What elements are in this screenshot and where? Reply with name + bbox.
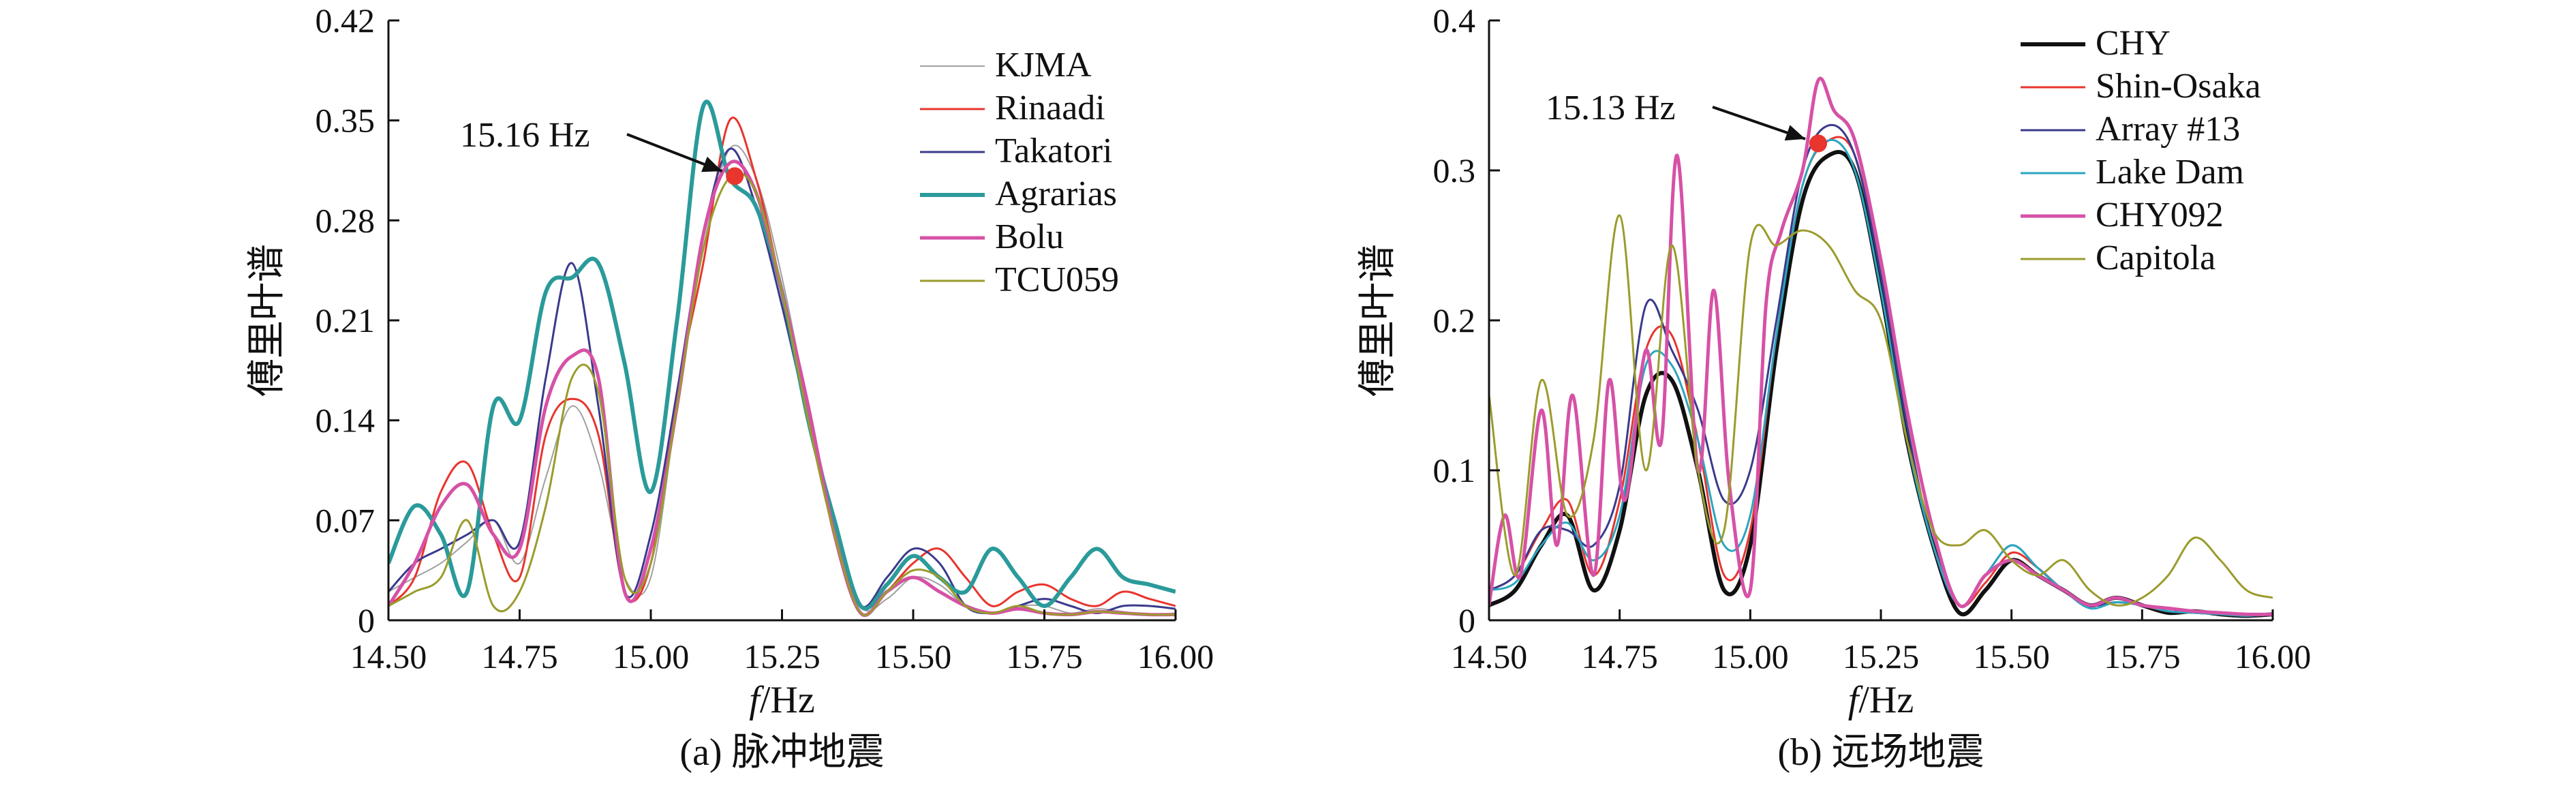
y-tick-label: 0.1	[1433, 451, 1476, 489]
y-tick-label: 0	[358, 601, 375, 639]
legend-label: Bolu	[995, 217, 1064, 256]
y-tick-label: 0.14	[316, 401, 375, 440]
legend-label: TCU059	[995, 260, 1119, 299]
x-tick-label: 14.50	[350, 637, 427, 675]
x-tick-label: 16.00	[2235, 637, 2312, 675]
x-tick-label: 14.75	[1581, 637, 1658, 675]
legend-label: Takatori	[995, 132, 1113, 170]
series-line-tcu059	[388, 172, 1176, 616]
plot-area	[388, 100, 1176, 617]
legend-label: Array #13	[2096, 110, 2240, 149]
series-line-capitola	[1489, 214, 2273, 607]
x-tick-label: 15.00	[1712, 637, 1789, 675]
peak-marker	[726, 167, 744, 185]
legend-label: Lake Dam	[2096, 153, 2244, 192]
y-tick-label: 0	[1458, 601, 1475, 639]
y-axis-label: 傅里叶谱	[246, 244, 288, 397]
legend-label: CHY092	[2096, 196, 2224, 234]
y-tick-label: 0.21	[316, 301, 375, 339]
y-tick-label: 0.07	[316, 501, 375, 539]
y-tick-label: 0.35	[316, 102, 375, 140]
arrowhead	[701, 156, 722, 172]
x-axis-label: f/Hz	[749, 679, 814, 721]
series-line-chy092	[1489, 76, 2273, 616]
x-tick-label: 15.75	[2104, 637, 2181, 675]
legend-label: KJMA	[995, 46, 1092, 85]
x-tick-label: 15.25	[743, 637, 821, 675]
y-tick-label: 0.4	[1433, 1, 1476, 40]
peak-marker	[1809, 134, 1827, 153]
chart-panel-b: 14.50 14.75 15.00 15.25 15.50 15.75 16.00 0 0.1 0…	[1357, 1, 2311, 774]
legend-label: Rinaadi	[995, 89, 1105, 127]
x-tick-label: 15.25	[1843, 637, 1920, 675]
y-tick-label: 0.2	[1433, 301, 1476, 339]
peak-annotation-label: 15.13 Hz	[1546, 89, 1676, 127]
y-tick-label: 0.3	[1433, 151, 1476, 189]
chart-panel-a: 14.50 14.75 15.00 15.25 15.50 15.75 16.00 0 0.07…	[246, 1, 1214, 774]
series-line-bolu	[388, 159, 1176, 617]
x-tick-label: 14.75	[481, 637, 558, 675]
legend: CHY Shin-Osaka Array #13 Lake Dam CHY092 Capi…	[2021, 24, 2261, 277]
legend-label: CHY	[2096, 24, 2171, 63]
series-line-lake-dam	[1489, 138, 2273, 617]
y-tick-label: 0.42	[316, 1, 375, 40]
panel-caption: (a) 脉冲地震	[679, 731, 884, 774]
x-tick-label: 15.00	[613, 637, 690, 675]
series-line-kjma	[388, 145, 1176, 616]
x-tick-label: 15.50	[875, 637, 952, 675]
arrowhead	[1784, 125, 1806, 141]
x-tick-label: 15.50	[1973, 637, 2050, 675]
series-line-rinaadi	[388, 117, 1176, 617]
y-axis-label: 傅里叶谱	[1357, 244, 1399, 397]
peak-annotation-label: 15.16 Hz	[460, 116, 590, 155]
legend-label: Shin-Osaka	[2096, 67, 2261, 106]
plot-area	[1489, 76, 2273, 618]
x-axis-label: f/Hz	[1848, 679, 1914, 721]
x-tick-label: 16.00	[1137, 637, 1214, 675]
legend: KJMA Rinaadi Takatori Agrarias Bolu TCU059	[920, 46, 1119, 299]
x-tick-label: 15.75	[1006, 637, 1083, 675]
y-tick-label: 0.28	[316, 201, 375, 239]
legend-label: Agrarias	[995, 174, 1117, 213]
legend-label: Capitola	[2096, 239, 2215, 277]
x-tick-label: 14.50	[1451, 637, 1528, 675]
panel-caption: (b) 远场地震	[1777, 731, 1984, 774]
